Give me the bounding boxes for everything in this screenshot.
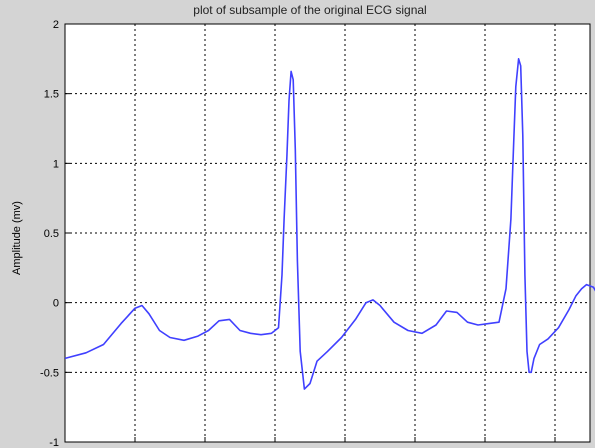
y-tick-label: 2 <box>53 19 59 31</box>
y-tick-label: 1.5 <box>44 89 59 101</box>
y-axis-label: Amplitude (mv) <box>11 201 23 275</box>
y-tick-label: 1 <box>53 158 59 170</box>
y-tick-label: -1 <box>49 437 59 448</box>
x-axis-ticks <box>134 437 556 442</box>
plot-area <box>64 23 591 443</box>
series-line-ecg <box>64 58 595 390</box>
chart-title: plot of subsample of the original ECG si… <box>193 3 426 17</box>
y-tick-label: 0 <box>53 298 59 310</box>
y-tick-label: -0.5 <box>40 367 59 379</box>
y-axis-ticks: -1 -0.5 0 0.5 1 1.5 2 <box>40 19 70 448</box>
y-tick-label: 0.5 <box>44 228 59 240</box>
